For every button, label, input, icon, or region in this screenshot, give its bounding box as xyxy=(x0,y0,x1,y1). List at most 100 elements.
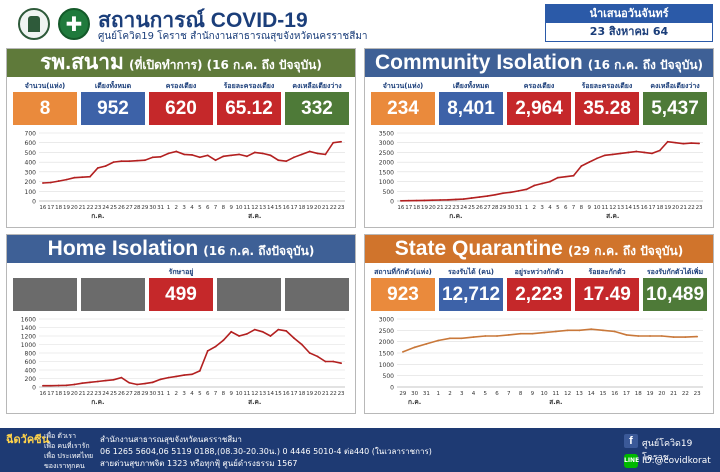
x-tick-label: 22 xyxy=(330,391,337,397)
panel-community-isolation: Community Isolation (16 ก.ค. ถึง ปัจจุบั… xyxy=(364,48,714,228)
panel-subtitle: (16 ก.ค. ถึงปัจจุบัน) xyxy=(203,244,315,258)
x-tick-label: 18 xyxy=(413,205,420,211)
x-tick-label: 18 xyxy=(55,391,62,397)
stat-value: 234 xyxy=(371,92,435,125)
stat-box: เตียงทั้งหมด 8,401 xyxy=(439,81,503,125)
stat-label: จำนวน(แห่ง) xyxy=(13,81,77,92)
chart-community-isolation: 0 500 1000 1500 2000 2500 3000 3500 16 17 18 19 20 21… xyxy=(369,129,709,223)
stat-box xyxy=(81,267,145,311)
y-tick-label: 800 xyxy=(25,351,37,358)
x-tick-label: 20 xyxy=(429,205,436,211)
data-point xyxy=(81,382,84,385)
data-point xyxy=(112,378,115,381)
x-tick-label: 11 xyxy=(601,205,608,211)
data-point xyxy=(167,152,170,155)
x-tick-label: 27 xyxy=(484,205,491,211)
stat-label: คงเหลือเตียงว่าง xyxy=(643,81,707,92)
data-point xyxy=(230,154,233,157)
y-tick-label: 100 xyxy=(25,189,37,196)
stat-label: เตียงทั้งหมด xyxy=(81,81,145,92)
x-tick-label: 8 xyxy=(580,205,584,211)
stat-label: ร้อยละกักตัว xyxy=(575,267,639,278)
stat-label: ร้อยละครองเตียง xyxy=(575,81,639,92)
y-tick-label: 300 xyxy=(25,169,37,176)
x-tick-label: 19 xyxy=(421,205,428,211)
data-point xyxy=(222,339,225,342)
month-label: ส.ค. xyxy=(549,398,562,406)
x-tick-label: 27 xyxy=(126,391,133,397)
panel-field-hospital: รพ.สนาม (ที่เปิดทำการ) (16 ก.ค. ถึง ปัจจ… xyxy=(6,48,356,228)
x-tick-label: 20 xyxy=(314,391,321,397)
data-point xyxy=(65,384,68,387)
stat-label: ครองเตียง xyxy=(507,81,571,92)
data-point xyxy=(253,151,256,154)
data-point xyxy=(183,374,186,376)
x-tick-label: 20 xyxy=(71,205,78,211)
x-tick-label: 14 xyxy=(588,391,595,397)
data-point xyxy=(42,384,44,387)
chart-home-isolation: 0 200 400 600 800 1000 1200 1400 1600 16 17 18 19 20 2… xyxy=(11,315,351,409)
data-point xyxy=(431,199,434,202)
data-point xyxy=(494,193,496,196)
y-tick-label: 2500 xyxy=(379,150,394,157)
x-tick-label: 3 xyxy=(182,205,186,211)
x-tick-label: 29 xyxy=(499,205,506,211)
data-point xyxy=(425,343,428,345)
line-id[interactable]: ID:@covidkorat xyxy=(642,456,711,466)
stat-box xyxy=(217,267,281,311)
data-point xyxy=(602,329,604,332)
data-point xyxy=(566,329,569,332)
chart-state-quarantine: 0 500 1000 1500 2000 2500 3000 29 30 31 1 2 3 4 5 6 7 8 9 1… xyxy=(369,315,709,409)
x-tick-label: 1 xyxy=(436,391,440,397)
y-tick-label: 1000 xyxy=(21,342,36,349)
x-tick-label: 13 xyxy=(259,205,266,211)
x-tick-label: 20 xyxy=(672,205,679,211)
data-point xyxy=(81,176,84,179)
data-point xyxy=(300,343,303,346)
x-tick-label: 29 xyxy=(399,391,406,397)
month-label: ก.ค. xyxy=(449,212,462,220)
y-tick-label: 0 xyxy=(390,199,394,206)
page-subtitle: ศูนย์โควิด19 โคราช สำนักงานสาธารณสุขจังห… xyxy=(98,31,368,42)
y-tick-label: 400 xyxy=(25,368,37,375)
x-tick-label: 22 xyxy=(330,205,337,211)
data-point xyxy=(136,159,138,162)
x-tick-label: 4 xyxy=(472,391,476,397)
x-tick-label: 15 xyxy=(275,205,282,211)
data-point xyxy=(564,175,567,178)
month-label: ส.ค. xyxy=(248,212,261,220)
x-tick-label: 11 xyxy=(243,391,250,397)
x-tick-label: 7 xyxy=(214,391,218,397)
data-point xyxy=(340,140,342,143)
stat-box: เตียงทั้งหมด 952 xyxy=(81,81,145,125)
data-point xyxy=(462,198,465,200)
stat-box: ร้อยละกักตัว 17.49 xyxy=(575,267,639,311)
facebook-link[interactable]: ศูนย์โควิด19 โคราช xyxy=(642,439,693,463)
x-tick-label: 23 xyxy=(694,391,701,397)
data-point xyxy=(198,369,201,372)
data-point xyxy=(49,384,52,387)
data-point xyxy=(316,355,319,358)
data-point xyxy=(439,199,442,201)
x-tick-label: 5 xyxy=(484,391,488,397)
stat-value: 952 xyxy=(81,92,145,125)
stat-value: 499 xyxy=(149,278,213,311)
data-point xyxy=(554,330,557,333)
x-tick-label: 24 xyxy=(102,391,109,397)
stat-label: ร้อยละครองเตียง xyxy=(217,81,281,92)
data-point xyxy=(308,150,311,153)
x-tick-label: 15 xyxy=(275,391,282,397)
series-line xyxy=(42,328,342,387)
x-tick-label: 23 xyxy=(696,205,703,211)
x-tick-label: 18 xyxy=(656,205,663,211)
data-point xyxy=(460,337,463,340)
data-point xyxy=(613,330,616,333)
stat-value: 620 xyxy=(149,92,213,125)
data-point xyxy=(649,335,651,337)
stat-box: คงเหลือเตียงว่าง 332 xyxy=(285,81,349,125)
y-tick-label: 200 xyxy=(25,376,37,383)
month-label: ก.ค. xyxy=(91,212,104,220)
stat-box: สถานที่กักตัว(แห่ง) 923 xyxy=(371,267,435,311)
x-tick-label: 23 xyxy=(94,205,101,211)
